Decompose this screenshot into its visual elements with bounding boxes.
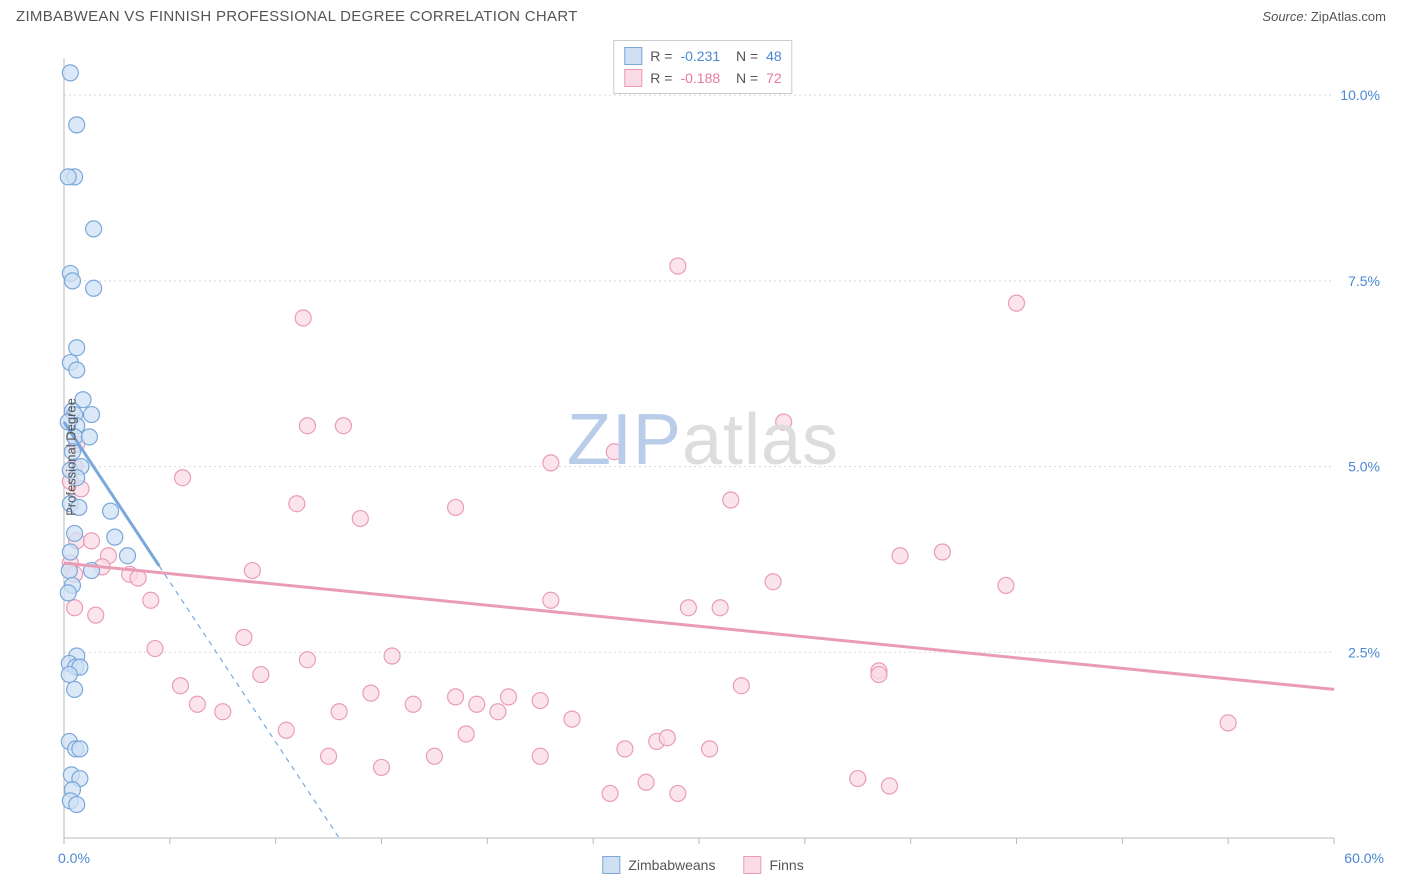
y-axis-label: Professional Degree — [63, 398, 78, 516]
scatter-plot-svg: 2.5% 5.0% 7.5% 10.0% — [16, 38, 1390, 876]
series-legend: Zimbabweans Finns — [602, 856, 803, 874]
n-value-blue: 48 — [766, 45, 782, 67]
swatch-pink-icon — [624, 69, 642, 87]
swatch-blue-icon — [602, 856, 620, 874]
chart-area: Professional Degree 2.5%5.0%7.5%10.0% ZI… — [16, 38, 1390, 876]
x-axis-min: 0.0% — [58, 850, 90, 866]
chart-title: ZIMBABWEAN VS FINNISH PROFESSIONAL DEGRE… — [16, 8, 578, 25]
r-value-blue: -0.231 — [680, 45, 720, 67]
swatch-pink-icon — [743, 856, 761, 874]
source-name: ZipAtlas.com — [1311, 9, 1386, 24]
svg-text:2.5%: 2.5% — [1348, 644, 1380, 660]
n-label: N = — [728, 45, 758, 67]
r-value-pink: -0.188 — [680, 67, 720, 89]
svg-text:10.0%: 10.0% — [1340, 87, 1380, 103]
legend-label-pink: Finns — [769, 857, 803, 873]
source-label: Source: — [1262, 9, 1307, 24]
n-value-pink: 72 — [766, 67, 782, 89]
correlation-row-pink: R = -0.188 N = 72 — [624, 67, 781, 89]
r-label: R = — [650, 67, 672, 89]
source-attribution: Source: ZipAtlas.com — [1262, 9, 1386, 24]
r-label: R = — [650, 45, 672, 67]
svg-text:5.0%: 5.0% — [1348, 459, 1380, 475]
svg-text:7.5%: 7.5% — [1348, 273, 1380, 289]
correlation-row-blue: R = -0.231 N = 48 — [624, 45, 781, 67]
correlation-legend: R = -0.231 N = 48 R = -0.188 N = 72 — [613, 40, 792, 94]
x-axis-max: 60.0% — [1344, 850, 1384, 866]
legend-label-blue: Zimbabweans — [628, 857, 715, 873]
n-label: N = — [728, 67, 758, 89]
legend-item-pink: Finns — [743, 856, 803, 874]
swatch-blue-icon — [624, 47, 642, 65]
legend-item-blue: Zimbabweans — [602, 856, 715, 874]
